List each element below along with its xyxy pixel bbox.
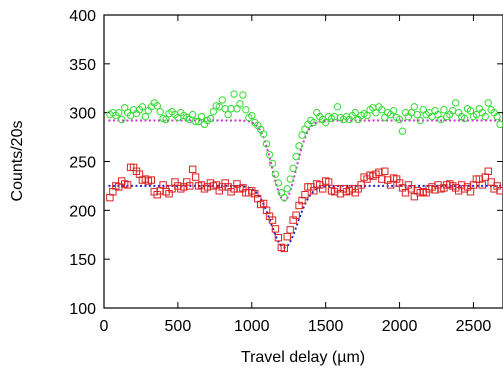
data-point bbox=[191, 117, 200, 126]
data-point bbox=[378, 106, 386, 114]
plot-frame bbox=[103, 14, 503, 309]
data-point bbox=[493, 112, 501, 121]
data-point bbox=[274, 233, 283, 242]
data-point bbox=[147, 176, 155, 184]
data-point bbox=[197, 112, 206, 121]
data-point bbox=[440, 106, 448, 114]
data-point bbox=[496, 187, 503, 195]
data-point bbox=[268, 159, 277, 168]
data-point bbox=[289, 164, 297, 173]
fit-curve-1 bbox=[108, 119, 503, 202]
data-point bbox=[188, 165, 197, 174]
data-point bbox=[156, 107, 164, 116]
y-tick-label: 100 bbox=[69, 301, 96, 318]
data-point bbox=[286, 175, 294, 183]
data-point bbox=[452, 99, 460, 107]
data-point bbox=[401, 189, 410, 197]
data-point bbox=[191, 173, 200, 181]
data-point bbox=[274, 179, 283, 187]
data-point bbox=[292, 211, 300, 219]
data-point bbox=[271, 225, 280, 233]
series-1 bbox=[106, 90, 503, 202]
y-tick-label: 350 bbox=[69, 57, 96, 74]
data-point bbox=[115, 108, 123, 117]
data-point bbox=[224, 110, 232, 119]
data-point bbox=[321, 118, 330, 127]
x-axis-label: Travel delay (µm) bbox=[241, 349, 365, 366]
series-2 bbox=[106, 163, 503, 253]
x-tick-label: 0 bbox=[100, 318, 109, 335]
data-point bbox=[138, 103, 147, 111]
data-point bbox=[319, 185, 327, 193]
data-point bbox=[484, 167, 492, 175]
data-point bbox=[389, 107, 398, 115]
data-point bbox=[301, 191, 309, 199]
data-point bbox=[437, 115, 445, 124]
data-point bbox=[460, 114, 469, 123]
data-point bbox=[280, 244, 288, 253]
data-point bbox=[153, 102, 161, 110]
data-point bbox=[286, 226, 294, 234]
data-point bbox=[324, 178, 333, 186]
data-point bbox=[209, 107, 218, 116]
data-point bbox=[265, 150, 274, 159]
data-point bbox=[310, 118, 318, 127]
x-tick-label: 1500 bbox=[308, 318, 344, 335]
data-point bbox=[351, 108, 359, 117]
data-point bbox=[410, 103, 419, 111]
data-point bbox=[242, 106, 250, 114]
data-point bbox=[398, 127, 407, 135]
y-tick-label: 400 bbox=[69, 8, 96, 25]
data-point bbox=[298, 131, 306, 139]
data-point bbox=[292, 152, 300, 161]
data-point bbox=[259, 130, 268, 138]
data-point bbox=[118, 115, 126, 124]
data-point bbox=[186, 182, 194, 190]
data-point bbox=[363, 111, 371, 120]
data-point bbox=[413, 110, 421, 119]
tick-marks bbox=[103, 14, 503, 309]
data-point bbox=[262, 140, 271, 148]
data-point bbox=[188, 110, 197, 119]
data-point bbox=[395, 115, 404, 124]
data-point bbox=[283, 233, 291, 241]
data-point bbox=[416, 116, 424, 125]
data-markers bbox=[106, 90, 503, 253]
y-tick-label: 300 bbox=[69, 106, 96, 123]
x-tick-label: 2500 bbox=[456, 318, 492, 335]
data-point bbox=[481, 112, 489, 121]
x-tick-label: 500 bbox=[165, 318, 192, 335]
data-point bbox=[295, 142, 303, 150]
x-tick-label: 1000 bbox=[234, 318, 270, 335]
y-tick-label: 200 bbox=[69, 203, 96, 220]
tick-labels: 0 500 1000 1500 2000 2500 100 150 200 250 300 350 40… bbox=[69, 8, 491, 335]
data-point bbox=[357, 181, 365, 189]
data-point bbox=[268, 216, 277, 224]
data-point bbox=[123, 181, 132, 189]
data-point bbox=[239, 91, 247, 99]
data-point bbox=[381, 167, 389, 175]
data-point bbox=[496, 120, 503, 129]
data-point bbox=[466, 107, 475, 115]
data-point bbox=[271, 170, 280, 178]
x-tick-label: 2000 bbox=[382, 318, 418, 335]
y-tick-label: 150 bbox=[69, 252, 96, 269]
data-point bbox=[218, 96, 226, 104]
data-point bbox=[333, 103, 342, 111]
data-point bbox=[280, 193, 288, 202]
data-point bbox=[141, 112, 150, 121]
data-point bbox=[484, 99, 492, 107]
y-axis-label: Counts/20s bbox=[9, 121, 26, 202]
data-point bbox=[162, 115, 170, 124]
data-point bbox=[478, 181, 487, 189]
data-point bbox=[248, 111, 256, 120]
data-point bbox=[230, 90, 238, 98]
data-point bbox=[283, 185, 291, 193]
y-tick-label: 250 bbox=[69, 155, 96, 172]
data-point bbox=[206, 114, 215, 123]
data-point bbox=[236, 100, 244, 108]
data-point bbox=[372, 108, 380, 117]
